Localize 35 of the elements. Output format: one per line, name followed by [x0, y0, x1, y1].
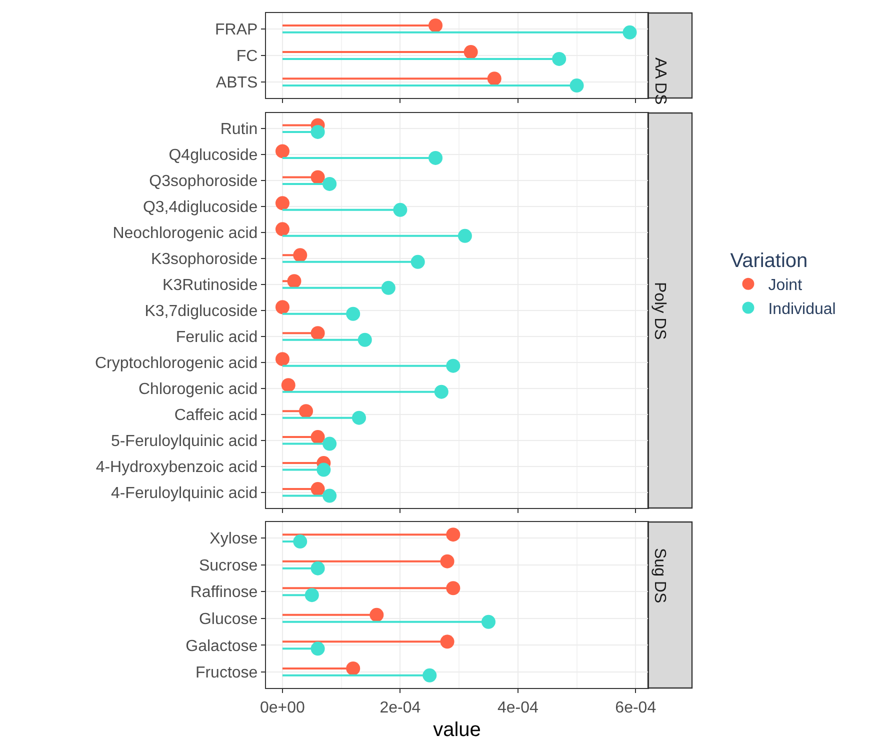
y-tick-label: Q3sophoroside — [149, 173, 258, 190]
x-tick-label: 4e-04 — [497, 699, 538, 716]
y-tick-label: FRAP — [215, 22, 258, 39]
y-tick-label: 4-Hydroxybenzoic acid — [96, 459, 258, 476]
y-tick-label: ABTS — [216, 74, 258, 92]
y-tick-label: Q3,4diglucoside — [142, 199, 258, 216]
y-tick-label: Cryptochlorogenic acid — [94, 355, 258, 372]
x-axis-title: value — [433, 718, 481, 741]
x-tick-label: 6e-04 — [615, 699, 656, 716]
y-tick-label: Q4glucoside — [168, 147, 258, 164]
y-tick-label: 4-Feruloylquinic acid — [110, 485, 258, 502]
legend-title: Variation — [730, 250, 808, 272]
y-tick-label: 5-Feruloylquinic acid — [110, 433, 258, 450]
y-tick-label: Ferulic acid — [176, 329, 258, 346]
text: Sug DS — [651, 548, 668, 604]
y-tick-label: Xylose — [210, 530, 258, 548]
y-tick-label: Galactose — [186, 638, 258, 655]
x-tick-label: 2e-04 — [380, 699, 421, 716]
y-tick-label: K3,7diglucoside — [144, 303, 258, 320]
x-tick-label: 0e+00 — [260, 699, 306, 716]
y-tick-label: FC — [236, 48, 258, 66]
y-tick-label: Chlorogenic acid — [138, 381, 258, 398]
y-tick-label: Fructose — [195, 664, 258, 682]
y-tick-label: K3sophoroside — [150, 251, 258, 268]
y-tick-label: Sucrose — [198, 557, 258, 574]
y-tick-label: Raffinose — [190, 584, 258, 602]
y-tick-label: Rutin — [220, 121, 258, 138]
y-tick-label: Neochlorogenic acid — [112, 225, 258, 242]
y-tick-label: Caffeic acid — [174, 407, 258, 424]
text: AA DS — [652, 58, 668, 105]
y-tick-label: Glucose — [198, 610, 258, 628]
text: Poly DS — [651, 282, 668, 340]
legend-label: Individual — [768, 300, 836, 318]
legend-label: Joint — [768, 277, 803, 294]
y-tick-label: K3Rutinoside — [162, 277, 258, 294]
